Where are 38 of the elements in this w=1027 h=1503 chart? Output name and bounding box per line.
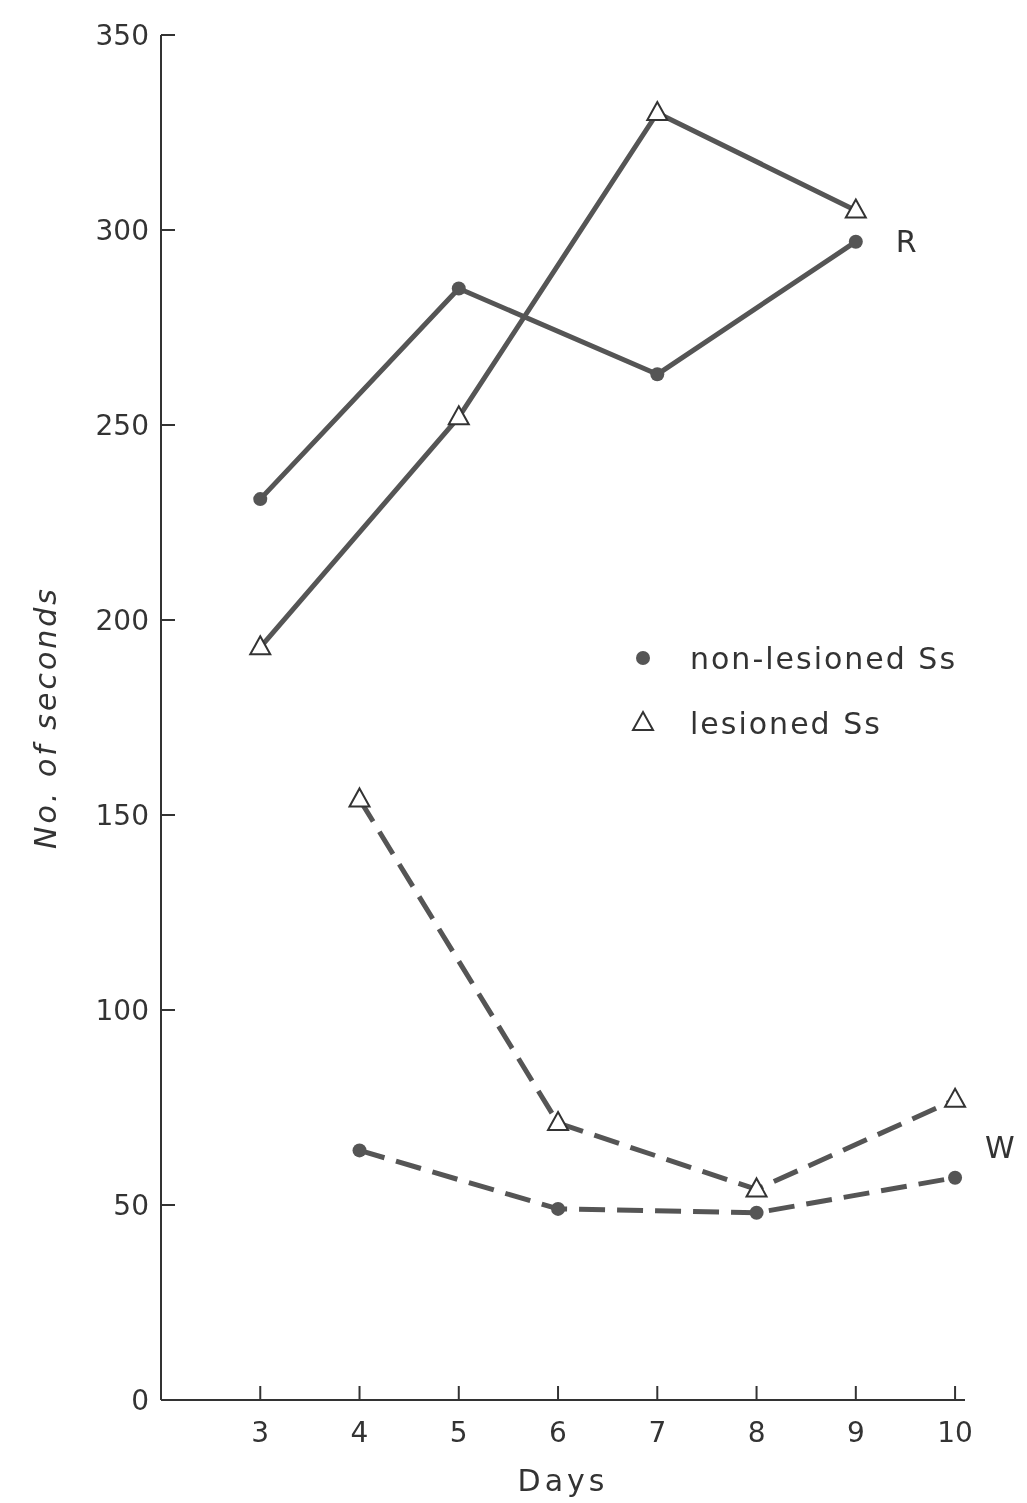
x-tick-label: 8 bbox=[747, 1416, 766, 1449]
point bbox=[253, 492, 268, 507]
y-tick-label: 250 bbox=[95, 409, 149, 442]
point bbox=[447, 405, 470, 426]
point bbox=[547, 1111, 570, 1132]
point bbox=[551, 1201, 566, 1216]
legend-label: non-lesioned Ss bbox=[690, 641, 958, 676]
point bbox=[944, 1087, 967, 1108]
point bbox=[650, 367, 665, 382]
x-tick-label: 9 bbox=[846, 1416, 865, 1449]
y-tick-label: 350 bbox=[95, 19, 149, 52]
point bbox=[249, 635, 272, 656]
point bbox=[948, 1170, 963, 1185]
point bbox=[352, 1143, 367, 1158]
annotation: R bbox=[895, 223, 917, 259]
point bbox=[451, 281, 466, 296]
point bbox=[745, 1177, 768, 1198]
x-tick-label: 7 bbox=[648, 1416, 667, 1449]
y-tick-label: 300 bbox=[95, 214, 149, 247]
y-tick-label: 100 bbox=[95, 994, 149, 1027]
legend-label: lesioned Ss bbox=[690, 706, 882, 741]
x-tick-label: 3 bbox=[251, 1416, 270, 1449]
y-tick-label: 200 bbox=[95, 604, 149, 637]
x-tick-label: 4 bbox=[350, 1416, 369, 1449]
x-tick-label: 6 bbox=[549, 1416, 567, 1449]
point bbox=[348, 787, 371, 808]
x-tick-label: 5 bbox=[449, 1416, 468, 1449]
y-tick-label: 50 bbox=[113, 1189, 149, 1222]
x-axis-title: Days bbox=[517, 1463, 609, 1498]
point bbox=[749, 1205, 764, 1220]
point bbox=[848, 234, 863, 249]
y-axis-title: No. of seconds bbox=[28, 586, 63, 849]
y-tick-label: 0 bbox=[131, 1384, 149, 1417]
x-tick-label: 10 bbox=[937, 1416, 973, 1449]
point bbox=[646, 101, 669, 121]
annotation: W bbox=[985, 1129, 1015, 1165]
y-tick-label: 150 bbox=[95, 799, 149, 832]
point bbox=[844, 198, 867, 219]
